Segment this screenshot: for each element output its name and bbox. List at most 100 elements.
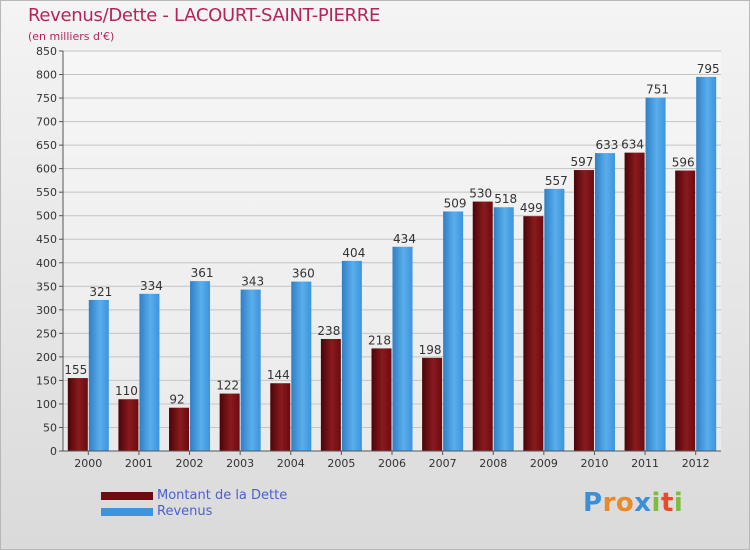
- data-label-revenus: 404: [342, 246, 365, 260]
- x-tick-label: 2007: [429, 457, 457, 470]
- logo-letter: t: [660, 488, 674, 518]
- data-label-revenus: 361: [191, 266, 214, 280]
- data-label-revenus: 321: [89, 285, 112, 299]
- data-label-revenus: 434: [393, 232, 416, 246]
- bar-revenus: [493, 207, 514, 451]
- data-label-dette: 110: [115, 384, 138, 398]
- data-label-revenus: 633: [596, 138, 619, 152]
- bar-revenus: [190, 281, 211, 451]
- bar-revenus: [544, 188, 565, 451]
- bar-revenus: [341, 260, 362, 451]
- bar-dette: [118, 399, 139, 451]
- logo-letter: r: [602, 488, 616, 518]
- y-tick-label: 750: [36, 92, 57, 105]
- data-label-dette: 198: [419, 343, 442, 357]
- y-tick-label: 700: [36, 116, 57, 129]
- bar-revenus: [594, 153, 615, 451]
- x-tick-label: 2000: [74, 457, 102, 470]
- data-label-revenus: 557: [545, 174, 568, 188]
- bar-revenus: [139, 293, 160, 451]
- data-label-revenus: 518: [494, 192, 517, 206]
- y-tick-label: 350: [36, 280, 57, 293]
- data-label-revenus: 509: [444, 196, 467, 210]
- data-label-revenus: 334: [140, 279, 163, 293]
- y-tick-label: 600: [36, 163, 57, 176]
- bar-dette: [624, 152, 645, 451]
- data-label-revenus: 360: [292, 267, 315, 281]
- logo-letter: i: [673, 488, 684, 518]
- y-tick-label: 250: [36, 327, 57, 340]
- y-tick-label: 400: [36, 257, 57, 270]
- data-label-dette: 238: [317, 324, 340, 338]
- data-label-dette: 92: [169, 393, 184, 407]
- plot-area: [63, 51, 721, 451]
- data-label-revenus: 795: [697, 62, 720, 76]
- bar-dette: [270, 383, 291, 451]
- x-tick-label: 2010: [580, 457, 608, 470]
- bar-dette: [169, 407, 190, 451]
- y-tick-label: 500: [36, 210, 57, 223]
- bar-dette: [523, 216, 544, 451]
- bar-dette: [472, 201, 493, 451]
- y-tick-label: 800: [36, 69, 57, 82]
- y-tick-label: 50: [43, 421, 57, 434]
- bar-revenus: [443, 211, 464, 451]
- y-tick-label: 100: [36, 398, 57, 411]
- logo-letter: i: [651, 488, 661, 518]
- chart-subtitle: (en milliers d'€): [28, 30, 115, 43]
- legend-swatch-revenus: [101, 508, 153, 516]
- bar-dette: [422, 357, 443, 451]
- x-tick-label: 2002: [176, 457, 204, 470]
- bar-dette: [320, 339, 341, 451]
- y-tick-label: 200: [36, 351, 57, 364]
- bar-revenus: [696, 76, 717, 451]
- legend-label-revenus: Revenus: [157, 504, 213, 519]
- x-tick-label: 2001: [125, 457, 153, 470]
- x-tick-label: 2005: [327, 457, 355, 470]
- bar-dette: [219, 393, 240, 451]
- data-label-dette: 144: [267, 368, 290, 382]
- data-label-dette: 155: [64, 363, 87, 377]
- data-label-revenus: 751: [646, 83, 669, 97]
- x-tick-label: 2012: [682, 457, 710, 470]
- chart-title: Revenus/Dette - LACOURT-SAINT-PIERRE: [28, 5, 381, 26]
- logo-letter: x: [634, 488, 652, 518]
- y-tick-label: 850: [36, 45, 57, 58]
- x-tick-label: 2004: [277, 457, 305, 470]
- data-label-revenus: 343: [241, 275, 264, 289]
- y-tick-label: 650: [36, 139, 57, 152]
- bar-dette: [371, 348, 392, 451]
- bar-revenus: [88, 299, 109, 451]
- x-tick-label: 2009: [530, 457, 558, 470]
- x-tick-label: 2006: [378, 457, 406, 470]
- logo-letter: o: [615, 488, 635, 518]
- x-tick-label: 2008: [479, 457, 507, 470]
- y-tick-label: 0: [50, 445, 57, 458]
- x-tick-label: 2003: [226, 457, 254, 470]
- x-tick-label: 2011: [631, 457, 659, 470]
- data-label-dette: 122: [216, 379, 239, 393]
- bar-dette: [573, 170, 594, 451]
- bar-dette: [67, 378, 88, 451]
- y-tick-label: 450: [36, 233, 57, 246]
- legend-label-dette: Montant de la Dette: [157, 488, 288, 503]
- bar-revenus: [240, 289, 261, 451]
- y-tick-label: 550: [36, 186, 57, 199]
- legend-swatch-dette: [101, 492, 153, 500]
- proxiti-logo: Proxiti: [583, 488, 683, 518]
- logo-letter: P: [583, 488, 603, 518]
- bar-dette: [675, 170, 696, 451]
- bar-revenus: [291, 281, 312, 451]
- data-label-dette: 634: [621, 138, 644, 152]
- data-label-dette: 597: [571, 155, 594, 169]
- data-label-dette: 499: [520, 201, 543, 215]
- data-label-dette: 218: [368, 333, 391, 347]
- bar-revenus: [645, 97, 666, 452]
- bar-revenus: [392, 246, 413, 451]
- data-label-dette: 596: [672, 156, 695, 170]
- data-label-dette: 530: [469, 187, 492, 201]
- y-tick-label: 300: [36, 304, 57, 317]
- y-tick-label: 150: [36, 374, 57, 387]
